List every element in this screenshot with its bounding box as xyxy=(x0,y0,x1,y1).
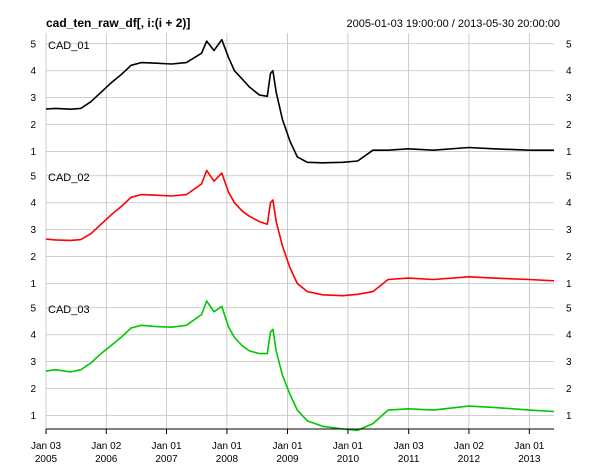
date-range-label: 2005-01-03 19:00:00 / 2013-05-30 20:00:0… xyxy=(347,18,560,30)
series-line-cad-02 xyxy=(45,169,555,297)
y-tick-label-right: 1 xyxy=(566,279,572,290)
panel-1: 1 1 2 2 3 3 4 4 5 5 CAD_01 xyxy=(30,33,572,165)
y-tick-label-right: 2 xyxy=(566,384,572,395)
y-tick-label-left: 3 xyxy=(30,357,36,368)
y-tick-label-right: 1 xyxy=(566,147,572,158)
x-tick-year-label: 2012 xyxy=(458,454,481,465)
x-tick-label: Jan 02 xyxy=(91,441,121,452)
x-tick-label: Jan 03 xyxy=(394,441,424,452)
panel-series-name: CAD_03 xyxy=(48,304,90,316)
y-tick-label-right: 4 xyxy=(566,198,572,209)
y-tick-label-left: 2 xyxy=(30,120,36,131)
x-tick-year-label: 2010 xyxy=(337,454,360,465)
y-tick-label-left: 1 xyxy=(30,279,36,290)
x-tick-label: Jan 02 xyxy=(454,441,484,452)
y-tick-label-left: 5 xyxy=(30,303,36,314)
y-tick-label-right: 2 xyxy=(566,252,572,263)
y-tick-label-left: 2 xyxy=(30,384,36,395)
y-tick-label-left: 1 xyxy=(30,411,36,422)
x-tick-year-label: 2006 xyxy=(95,454,118,465)
x-tick-label: Jan 03 xyxy=(31,441,61,452)
y-tick-label-left: 4 xyxy=(30,198,36,209)
y-tick-label-left: 4 xyxy=(30,330,36,341)
x-tick-label: Jan 01 xyxy=(514,441,544,452)
x-tick-label: Jan 01 xyxy=(333,441,363,452)
x-tick-year-label: 2008 xyxy=(216,454,239,465)
y-tick-label-right: 3 xyxy=(566,93,572,104)
x-tick-label: Jan 01 xyxy=(272,441,302,452)
x-axis: Jan 03 2005 Jan 02 2006 Jan 01 2007 Jan 01 2008… xyxy=(31,428,554,465)
panels-group: 1 1 2 2 3 3 4 4 5 5 CAD_01 1 1 2 2 3 3 4 4 5 5 CAD_02 1 1 2 2 3 3 4 4… xyxy=(30,33,572,432)
y-tick-label-left: 3 xyxy=(30,93,36,104)
x-tick-year-label: 2013 xyxy=(518,454,541,465)
panel-3: 1 1 2 2 3 3 4 4 5 5 CAD_03 xyxy=(30,297,572,432)
y-tick-label-right: 5 xyxy=(566,171,572,182)
y-tick-label-right: 4 xyxy=(566,330,572,341)
panel-series-name: CAD_01 xyxy=(48,40,90,52)
y-tick-label-right: 1 xyxy=(566,411,572,422)
y-tick-label-left: 2 xyxy=(30,252,36,263)
x-tick-label: Jan 01 xyxy=(212,441,242,452)
series-line-cad-01 xyxy=(45,38,554,164)
x-tick-year-label: 2007 xyxy=(155,454,178,465)
series-line-cad-03 xyxy=(45,300,555,432)
panel-series-name: CAD_02 xyxy=(48,172,90,184)
y-tick-label-left: 5 xyxy=(30,39,36,50)
y-tick-label-right: 4 xyxy=(566,66,572,77)
y-tick-label-right: 5 xyxy=(566,303,572,314)
y-tick-label-left: 1 xyxy=(30,147,36,158)
y-tick-label-left: 3 xyxy=(30,225,36,236)
y-tick-label-right: 3 xyxy=(566,357,572,368)
x-tick-year-label: 2011 xyxy=(398,454,420,465)
y-tick-label-right: 3 xyxy=(566,225,572,236)
y-tick-label-right: 5 xyxy=(566,39,572,50)
panel-2: 1 1 2 2 3 3 4 4 5 5 CAD_02 xyxy=(30,165,572,297)
y-tick-label-left: 5 xyxy=(30,171,36,182)
x-tick-year-label: 2009 xyxy=(276,454,299,465)
y-tick-label-right: 2 xyxy=(566,120,572,131)
y-tick-label-left: 4 xyxy=(30,66,36,77)
x-tick-year-label: 2005 xyxy=(35,454,58,465)
chart-title: cad_ten_raw_df[, i:(i + 2)] xyxy=(46,16,190,30)
x-tick-label: Jan 01 xyxy=(151,441,181,452)
